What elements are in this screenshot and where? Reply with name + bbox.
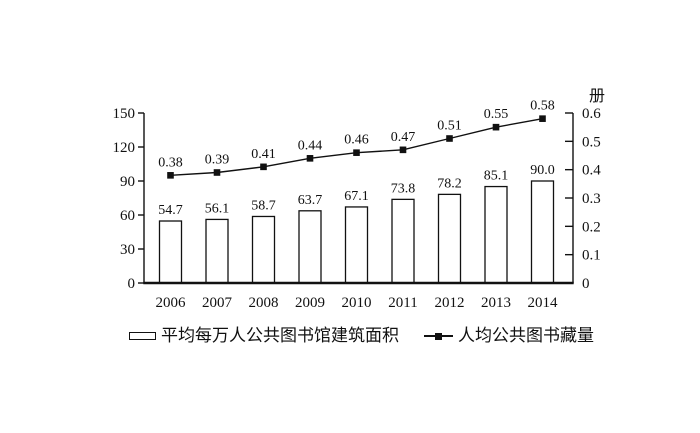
line-value-label-2014: 0.58 [530,99,555,114]
bar-value-label-2009: 63.7 [298,193,323,208]
x-axis-label-2006: 2006 [156,295,187,311]
bar-2008 [251,215,276,284]
line-point-2009 [306,155,314,162]
x-axis-label-2014: 2014 [528,295,559,311]
right-axis-unit-label: 册 [589,88,606,105]
left-axis-tick-label-60: 60 [120,208,135,224]
x-axis-label-2012: 2012 [435,295,465,311]
line-point-2011 [399,146,407,154]
right-axis-tick-label-0.4: 0.4 [582,163,601,179]
x-axis-label-2008: 2008 [249,295,279,311]
left-axis-tick-label-150: 150 [113,106,136,122]
bar-2006 [158,220,183,284]
line-value-label-2013: 0.55 [484,107,509,122]
line-point-2012 [446,135,453,142]
right-axis-tick-label-0.1: 0.1 [582,248,601,264]
line-value-label-2006: 0.38 [158,155,183,170]
x-axis-label-2009: 2009 [295,295,325,311]
bar-2010 [344,206,369,284]
legend-item-building-area: 平均每万人公共图书馆建筑面积 [129,327,399,345]
x-axis-label-2010: 2010 [342,295,372,311]
left-axis-tick-label-30: 30 [120,242,135,258]
left-axis-tick-label-0: 0 [128,276,136,292]
x-axis-label-2007: 2007 [202,295,233,311]
legend-label-book-collection: 人均公共图书藏量 [458,326,594,345]
line-point-2010 [353,149,360,156]
x-axis-label-2013: 2013 [481,295,511,311]
line-value-label-2010: 0.46 [344,133,369,148]
right-axis-tick-label-0.6: 0.6 [582,106,601,122]
bar-series-marker-icon [129,332,156,340]
line-value-label-2007: 0.39 [205,153,230,168]
line-value-label-2008: 0.41 [251,147,276,162]
bar-value-label-2013: 85.1 [484,169,509,184]
bar-value-label-2007: 56.1 [205,201,230,216]
bar-value-label-2006: 54.7 [158,203,183,218]
bar-2014 [530,180,555,284]
bar-value-label-2011: 73.8 [391,181,416,196]
bar-2012 [437,193,462,284]
line-marker-square [435,332,442,340]
right-axis-tick-label-0.3: 0.3 [582,191,601,207]
right-axis-tick-label-0.5: 0.5 [582,134,601,150]
legend-item-book-collection: 人均公共图书藏量 [424,327,594,345]
bar-value-label-2012: 78.2 [437,176,462,191]
bar-value-label-2008: 58.7 [251,198,276,213]
line-point-2008 [260,163,267,171]
right-axis-tick-label-0: 0 [582,276,590,292]
line-point-2013 [492,123,500,131]
line-value-label-2009: 0.44 [298,138,323,153]
line-point-2007 [213,169,221,176]
left-axis-tick-label-90: 90 [120,174,135,190]
line-value-label-2012: 0.51 [437,119,462,134]
bar-2011 [391,198,415,284]
line-point-2006 [167,172,174,179]
x-axis-label-2011: 2011 [388,295,417,311]
bar-2009 [298,210,322,284]
right-axis-tick-label-0.2: 0.2 [582,219,601,235]
line-series-marker-icon [424,332,453,341]
bar-2013 [484,185,508,284]
bar-value-label-2014: 90.0 [530,163,555,178]
line-value-label-2011: 0.47 [391,130,416,145]
left-axis-tick-label-120: 120 [113,140,136,156]
bar-2007 [205,218,229,284]
bar-value-label-2010: 67.1 [344,189,369,204]
line-point-2014 [539,115,546,122]
legend-label-building-area: 平均每万人公共图书馆建筑面积 [161,326,399,345]
